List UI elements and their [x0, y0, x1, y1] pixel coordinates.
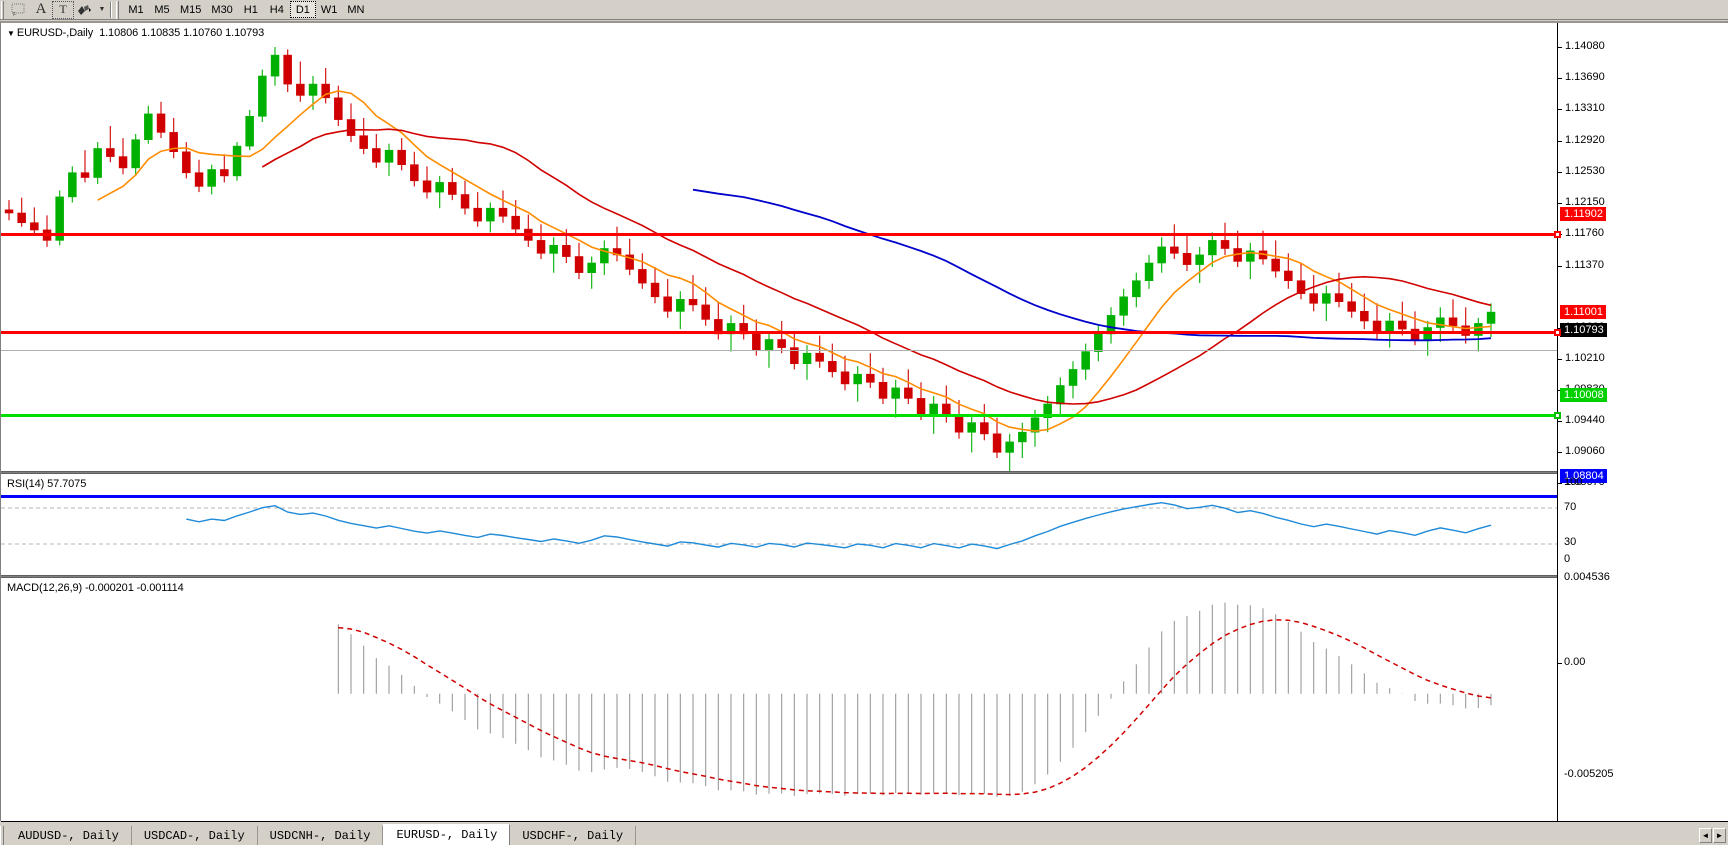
rsi-pane[interactable] — [1, 475, 1557, 575]
symbol-text: EURUSD-,Daily — [16, 27, 94, 39]
pane-separator-2[interactable] — [1, 575, 1728, 578]
resistance-line-1[interactable] — [1, 231, 1561, 238]
price-tick — [1558, 421, 1562, 422]
price-level-badge-black[interactable]: 1.10793 — [1560, 323, 1607, 337]
price-tick-label: 1.13310 — [1565, 102, 1605, 114]
price-tick — [1558, 266, 1562, 267]
macd-tick-label: -0.005205 — [1564, 768, 1614, 780]
price-tick-label: 1.09060 — [1565, 445, 1605, 457]
support-line[interactable] — [1, 412, 1561, 419]
macd-zero-tick — [1558, 663, 1562, 664]
svg-text:F: F — [13, 12, 16, 17]
price-tick-label: 1.09440 — [1565, 414, 1605, 426]
resistance-line-2[interactable] — [1, 329, 1561, 336]
price-level-badge-red[interactable]: 1.11902 — [1560, 207, 1606, 221]
price-level-badge-blue[interactable]: 1.08804 — [1560, 469, 1607, 483]
crosshair-icon[interactable]: F — [8, 1, 30, 19]
chart-tab-usdcad[interactable]: USDCAD-, Daily — [131, 826, 258, 845]
pane-separator-1[interactable] — [1, 471, 1728, 474]
rsi-tick-label: 100 — [1564, 476, 1583, 488]
timeframe-button-w1[interactable]: W1 — [320, 3, 338, 16]
timeframe-button-m30[interactable]: M30 — [211, 3, 233, 16]
timeframe-button-mn[interactable]: MN — [347, 3, 365, 16]
timeframe-grip[interactable] — [116, 0, 122, 19]
macd-pane[interactable] — [1, 579, 1557, 821]
price-tick-label: 1.14080 — [1565, 40, 1605, 52]
symbol-dropdown-icon[interactable]: ▼ — [7, 29, 15, 38]
symbol-header: ▼ EURUSD-,Daily 1.10806 1.10835 1.10760 1… — [7, 27, 264, 39]
price-tick-label: 1.10210 — [1565, 352, 1605, 364]
price-tick — [1558, 172, 1562, 173]
text-box-icon[interactable]: T — [52, 0, 74, 19]
timeframe-button-m15[interactable]: M15 — [180, 3, 202, 16]
rsi-tick-label: 30 — [1564, 536, 1577, 548]
macd-plot — [337, 602, 1492, 797]
price-tick — [1558, 203, 1562, 204]
timeframe-button-d1[interactable]: D1 — [289, 1, 316, 18]
tab-scroll-left-icon[interactable]: ◄ — [1699, 828, 1712, 843]
text-label-icon[interactable]: A — [35, 1, 47, 17]
chart-tab-usdcnh[interactable]: USDCNH-, Daily — [257, 826, 384, 845]
chart-area[interactable]: ▼ EURUSD-,Daily 1.10806 1.10835 1.10760 1… — [0, 21, 1728, 845]
tabbar-grip[interactable] — [0, 826, 4, 845]
current-price-line — [1, 350, 1557, 351]
timeframe-button-m5[interactable]: M5 — [154, 3, 170, 16]
candlestick-plot — [4, 47, 1496, 471]
timeframe-button-m1[interactable]: M1 — [128, 3, 144, 16]
timeframe-button-h1[interactable]: H1 — [243, 3, 258, 16]
ohlc-values: 1.10806 1.10835 1.10760 1.10793 — [99, 27, 265, 39]
price-tick-label: 1.12530 — [1565, 165, 1605, 177]
tab-scroll-right-icon[interactable]: ► — [1713, 828, 1726, 843]
chart-tab-usdchf[interactable]: USDCHF-, Daily — [510, 826, 637, 845]
price-tick — [1558, 109, 1562, 110]
chart-tab-audusd[interactable]: AUDUSD-, Daily — [6, 826, 132, 845]
main-toolbar: F A T ▼ M1 M5 M15 M30 H1 H4 D1 W1 MN — [0, 0, 1728, 20]
drawing-tools-dropdown-icon[interactable]: ▼ — [98, 6, 106, 13]
timeframe-button-h4[interactable]: H4 — [269, 3, 284, 16]
price-tick — [1558, 47, 1562, 48]
rsi-plot — [1, 501, 1557, 550]
price-tick-label: 1.12150 — [1565, 196, 1605, 208]
toolbar-separator — [110, 1, 112, 18]
macd-label: MACD(12,26,9) -0.000201 -0.001114 — [7, 582, 184, 594]
price-tick — [1558, 141, 1562, 142]
price-tick-label: 1.11760 — [1565, 227, 1604, 239]
price-tick-label: 1.11370 — [1565, 259, 1604, 271]
drawing-tools-icon[interactable] — [74, 1, 96, 19]
price-pane[interactable] — [1, 23, 1557, 471]
toolbar-grip[interactable] — [1, 0, 7, 19]
price-tick — [1558, 359, 1562, 360]
price-level-badge-green[interactable]: 1.10008 — [1560, 388, 1607, 402]
chart-tab-eurusd[interactable]: EURUSD-, Daily — [383, 824, 511, 845]
price-axis[interactable]: 1.14080 1.13690 1.13310 1.12920 1.12530 1.121… — [1557, 23, 1728, 821]
price-tick — [1558, 483, 1562, 484]
price-tick-label: 1.13690 — [1565, 71, 1605, 83]
lower-band-line[interactable] — [1, 495, 1557, 498]
rsi-tick-label: 0 — [1564, 553, 1571, 565]
rsi-tick-label: 70 — [1564, 501, 1577, 513]
rsi-label: RSI(14) 57.7075 — [7, 478, 87, 490]
price-tick — [1558, 78, 1562, 79]
macd-tick-label: 0.004536 — [1564, 571, 1610, 583]
price-tick-label: 1.12920 — [1565, 134, 1605, 146]
chart-tab-bar: AUDUSD-, Daily USDCAD-, Daily USDCNH-, Dai… — [0, 822, 1728, 845]
price-tick — [1558, 452, 1562, 453]
macd-tick-label: 0.00 — [1564, 656, 1586, 668]
price-level-badge-red[interactable]: 1.11001 — [1560, 305, 1606, 319]
tab-scroll-buttons[interactable]: ◄ ► — [1699, 828, 1726, 843]
